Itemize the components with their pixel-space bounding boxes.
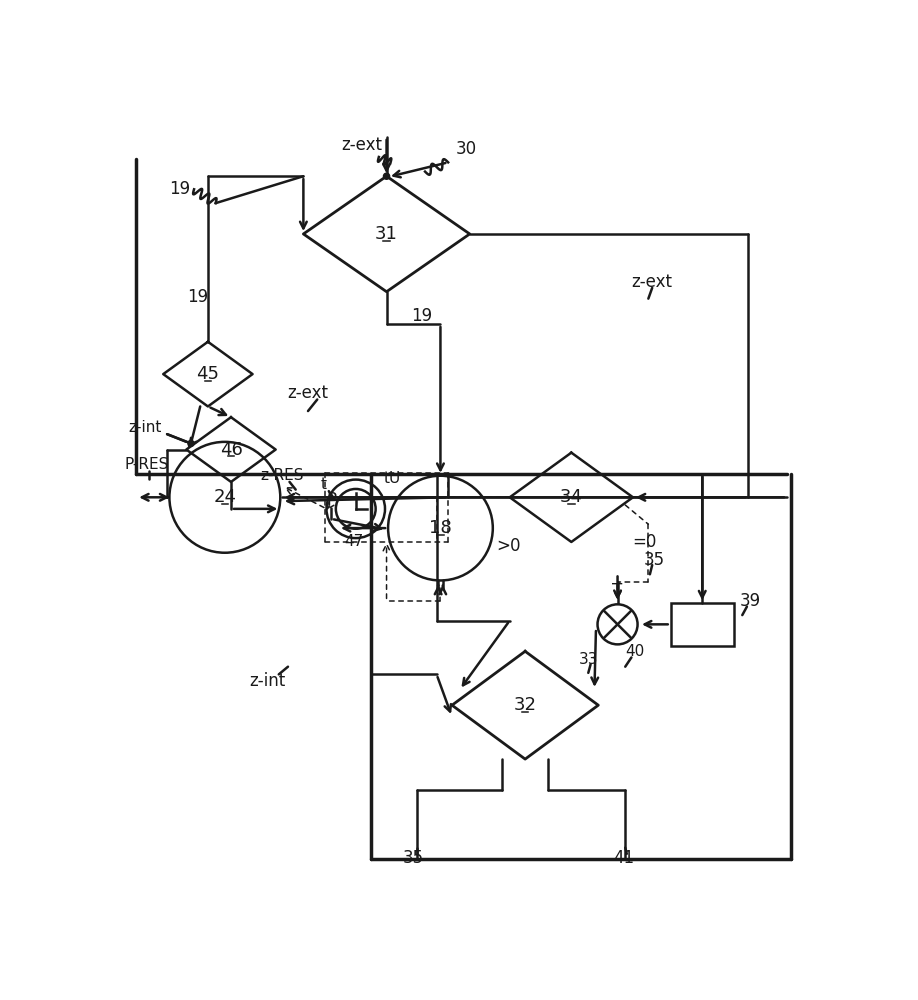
Text: 33: 33 xyxy=(578,652,598,666)
Text: 30: 30 xyxy=(455,140,476,158)
Circle shape xyxy=(188,440,194,446)
Circle shape xyxy=(384,173,389,179)
Text: T: T xyxy=(612,582,622,600)
Text: 35: 35 xyxy=(644,551,665,569)
Text: 35: 35 xyxy=(403,849,424,867)
Text: >0: >0 xyxy=(496,537,521,555)
Text: z-ext: z-ext xyxy=(341,136,383,154)
Text: P: P xyxy=(326,491,336,509)
Text: z-int: z-int xyxy=(249,672,285,690)
Text: 19: 19 xyxy=(410,307,431,325)
Text: 31: 31 xyxy=(375,225,398,243)
Text: z-ext: z-ext xyxy=(632,273,673,291)
Text: 19: 19 xyxy=(170,180,191,198)
Text: 46: 46 xyxy=(219,441,242,459)
Text: 18: 18 xyxy=(429,519,452,537)
Text: P-RES: P-RES xyxy=(124,457,169,472)
Text: z-int: z-int xyxy=(129,420,162,436)
Text: 32: 32 xyxy=(514,696,537,714)
Text: z-RES: z-RES xyxy=(261,468,305,483)
Text: 39: 39 xyxy=(739,592,760,610)
Text: 19: 19 xyxy=(187,288,208,306)
Text: 47: 47 xyxy=(344,534,364,549)
Text: 45: 45 xyxy=(196,365,219,383)
Bar xyxy=(671,603,733,646)
Text: tU: tU xyxy=(384,471,401,486)
Text: 40: 40 xyxy=(625,644,644,659)
Text: =0: =0 xyxy=(633,533,656,551)
Text: 34: 34 xyxy=(560,488,583,506)
Text: t: t xyxy=(320,477,327,492)
Text: z-ext: z-ext xyxy=(287,384,329,402)
Text: 24: 24 xyxy=(213,488,236,506)
Text: 41: 41 xyxy=(613,849,634,867)
